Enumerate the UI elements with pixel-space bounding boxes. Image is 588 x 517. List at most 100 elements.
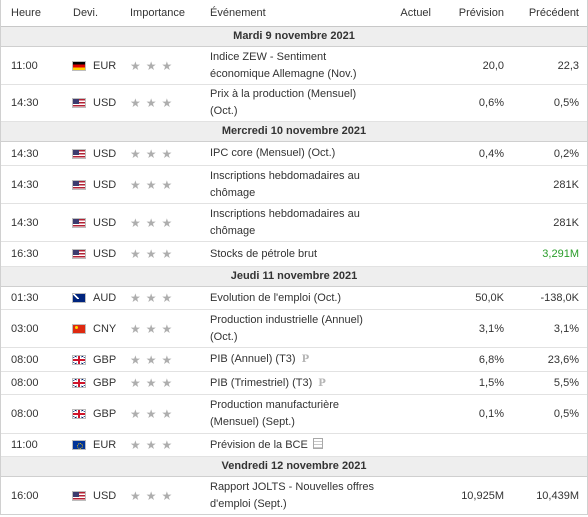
event-title[interactable]: PIB (Annuel) (T3) xyxy=(210,353,296,365)
event-currency: EUR xyxy=(93,59,117,72)
importance-stars: ★ ★ ★ xyxy=(126,147,210,161)
event-currency: GBP xyxy=(93,408,117,420)
event-title[interactable]: Inscriptions hebdomadaires au chômage xyxy=(210,207,360,237)
star-icon: ★ xyxy=(130,488,141,503)
cn-flag-icon xyxy=(72,323,86,334)
event-title[interactable]: Inscriptions hebdomadaires au chômage xyxy=(210,169,360,199)
importance-stars: ★ ★ ★ xyxy=(126,178,210,192)
header-previous[interactable]: Précédent xyxy=(528,7,579,19)
event-currency: CNY xyxy=(93,322,117,335)
event-title[interactable]: Prévision de la BCE xyxy=(210,438,308,451)
importance-stars: ★ ★ ★ xyxy=(126,96,210,110)
header-importance[interactable]: Importance xyxy=(130,7,186,19)
header-actual[interactable]: Actuel xyxy=(400,7,431,19)
star-icon: ★ xyxy=(130,215,141,230)
event-forecast: 50,0K xyxy=(475,292,504,304)
us-flag-icon xyxy=(72,179,86,190)
star-icon: ★ xyxy=(145,352,157,367)
event-time: 14:30 xyxy=(11,216,39,229)
header-forecast[interactable]: Prévision xyxy=(458,7,504,19)
star-icon: ★ xyxy=(145,488,157,503)
gb-flag-icon xyxy=(72,378,86,388)
event-previous: 3,291M xyxy=(542,248,579,260)
event-time: 14:30 xyxy=(11,147,39,160)
importance-stars: ★ ★ ★ xyxy=(126,353,210,367)
event-row[interactable]: 14:30 USD ★ ★ ★ IPC core (Mensuel) (Oct.) … xyxy=(1,142,587,166)
header-event[interactable]: Événement xyxy=(210,6,266,19)
star-icon: ★ xyxy=(161,321,173,336)
event-title[interactable]: PIB (Trimestriel) (T3) xyxy=(210,376,313,389)
event-row[interactable]: 14:30 USD ★ ★ ★ Prix à la production (Mens… xyxy=(1,85,587,122)
star-icon: ★ xyxy=(145,96,157,110)
event-row[interactable]: 11:00 EUR ★ ★ ★ Prévision de la BCE xyxy=(1,434,587,457)
event-row[interactable]: 08:00 GBP ★ ★ ★ PIB (Trimestriel) (T3) P 1,… xyxy=(1,372,587,395)
star-icon: ★ xyxy=(145,407,157,421)
event-title[interactable]: Rapport JOLTS - Nouvelles offres d'emplo… xyxy=(210,480,375,510)
importance-stars: ★ ★ ★ xyxy=(126,291,210,305)
preliminary-p-icon: P xyxy=(301,354,310,365)
importance-stars: ★ ★ ★ xyxy=(126,59,210,73)
event-row[interactable]: 08:00 GBP ★ ★ ★ PIB (Annuel) (T3) P 6,8% 23… xyxy=(1,348,587,372)
star-icon: ★ xyxy=(161,407,173,421)
event-time: 08:00 xyxy=(11,408,39,420)
event-title[interactable]: IPC core (Mensuel) (Oct.) xyxy=(210,147,336,159)
day-separator: Mercredi 10 novembre 2021 xyxy=(1,122,587,142)
importance-stars: ★ ★ ★ xyxy=(126,322,210,336)
eu-flag-icon xyxy=(72,440,86,450)
star-icon: ★ xyxy=(130,96,141,110)
importance-stars: ★ ★ ★ xyxy=(126,216,210,230)
preliminary-p-icon: P xyxy=(318,377,326,389)
event-previous: 10,439M xyxy=(536,489,579,502)
star-icon: ★ xyxy=(161,58,173,73)
event-forecast: 20,0 xyxy=(482,59,504,72)
importance-stars: ★ ★ ★ xyxy=(126,247,210,261)
event-row[interactable]: 03:00 CNY ★ ★ ★ Production industrielle (A… xyxy=(1,310,587,348)
star-icon: ★ xyxy=(161,291,173,305)
star-icon: ★ xyxy=(161,352,173,367)
event-row[interactable]: 01:30 AUD ★ ★ ★ Evolution de l'emploi (Oct… xyxy=(1,287,587,310)
event-time: 11:00 xyxy=(11,439,38,451)
us-flag-icon xyxy=(72,98,86,108)
star-icon: ★ xyxy=(145,438,157,452)
event-currency: USD xyxy=(93,178,117,191)
event-currency: USD xyxy=(93,97,117,109)
star-icon: ★ xyxy=(130,376,141,390)
event-row[interactable]: 16:00 USD ★ ★ ★ Rapport JOLTS - Nouvelles … xyxy=(1,477,587,514)
day-separator: Mardi 9 novembre 2021 xyxy=(1,27,587,47)
event-title[interactable]: Prix à la production (Mensuel) (Oct.) xyxy=(210,88,357,117)
star-icon: ★ xyxy=(161,177,173,192)
event-time: 16:30 xyxy=(11,248,39,260)
day-separator: Vendredi 12 novembre 2021 xyxy=(1,457,587,477)
event-row[interactable]: 08:00 GBP ★ ★ ★ Production manufacturière … xyxy=(1,395,587,434)
star-icon: ★ xyxy=(145,177,157,192)
event-previous: 281K xyxy=(553,178,579,191)
event-title[interactable]: Production industrielle (Annuel) (Oct.) xyxy=(210,313,363,343)
event-title[interactable]: Production manufacturière (Mensuel) (Sep… xyxy=(210,399,340,428)
event-row[interactable]: 14:30 USD ★ ★ ★ Inscriptions hebdomadaires… xyxy=(1,166,587,204)
star-icon: ★ xyxy=(145,247,157,261)
document-icon[interactable] xyxy=(312,437,323,449)
event-forecast: 0,6% xyxy=(478,97,504,109)
event-row[interactable]: 16:30 USD ★ ★ ★ Stocks de pétrole brut 3,2… xyxy=(1,242,587,267)
star-icon: ★ xyxy=(130,438,141,452)
star-icon: ★ xyxy=(145,215,157,230)
event-row[interactable]: 11:00 EUR ★ ★ ★ Indice ZEW - Sentiment éco… xyxy=(1,47,587,85)
event-currency: USD xyxy=(93,489,117,502)
gb-flag-icon xyxy=(72,354,86,365)
us-flag-icon xyxy=(72,217,86,228)
event-currency: USD xyxy=(93,216,117,229)
event-title[interactable]: Indice ZEW - Sentiment économique Allema… xyxy=(210,50,357,80)
importance-stars: ★ ★ ★ xyxy=(126,376,210,390)
star-icon: ★ xyxy=(145,321,157,336)
header-currency[interactable]: Devi. xyxy=(73,7,99,19)
us-flag-icon xyxy=(72,490,86,501)
de-flag-icon xyxy=(72,60,86,71)
event-title[interactable]: Evolution de l'emploi (Oct.) xyxy=(210,291,342,304)
header-time[interactable]: Heure xyxy=(11,7,41,19)
event-title[interactable]: Stocks de pétrole brut xyxy=(210,247,318,260)
event-row[interactable]: 14:30 USD ★ ★ ★ Inscriptions hebdomadaires… xyxy=(1,204,587,242)
star-icon: ★ xyxy=(161,438,173,452)
us-flag-icon xyxy=(72,148,86,159)
star-icon: ★ xyxy=(161,215,173,230)
au-flag-icon xyxy=(72,293,86,303)
